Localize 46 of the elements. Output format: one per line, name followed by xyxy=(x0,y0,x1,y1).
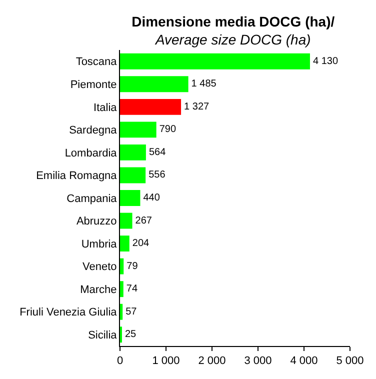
y-tick-label: Emilia Romagna xyxy=(36,170,118,182)
y-tick-label: Toscana xyxy=(76,56,118,68)
x-tick-label: 3 000 xyxy=(244,355,272,368)
data-label: 1 485 xyxy=(191,78,217,90)
y-tick-label: Sicilia xyxy=(88,329,118,342)
y-tick-label: Marche xyxy=(80,284,117,296)
y-tick-label: Campania xyxy=(66,192,118,205)
bar xyxy=(120,122,156,138)
bar xyxy=(120,98,182,115)
x-tick-label: 4 000 xyxy=(290,355,318,368)
y-tick-label: Sardegna xyxy=(69,124,118,137)
data-label: 4 130 xyxy=(312,56,338,67)
bar xyxy=(120,53,310,70)
data-label: 25 xyxy=(125,329,137,340)
data-label: 57 xyxy=(126,306,138,318)
data-label: 790 xyxy=(159,124,176,136)
y-tick-label: Umbria xyxy=(81,238,118,250)
chart-title: Dimensione media DOCG (ha)/ xyxy=(132,14,335,30)
data-label: 204 xyxy=(132,238,150,250)
data-label: 1 327 xyxy=(184,101,210,112)
data-label: 79 xyxy=(126,260,138,272)
bar xyxy=(120,304,123,320)
data-label: 74 xyxy=(126,284,138,295)
bar xyxy=(120,281,124,298)
y-tick-label: Piemonte xyxy=(70,79,117,91)
bar xyxy=(120,144,146,160)
x-tick-label: 2 000 xyxy=(198,355,226,368)
bar xyxy=(120,258,124,274)
x-tick-label: 1 000 xyxy=(152,355,180,368)
data-label: 440 xyxy=(143,192,160,204)
y-tick-label: Lombardia xyxy=(64,147,118,160)
data-label: 564 xyxy=(148,146,166,158)
y-tick-label: Veneto xyxy=(82,261,117,274)
y-tick-label: Italia xyxy=(94,102,118,114)
x-tick-label: 5 000 xyxy=(336,355,364,368)
y-tick-label: Friuli Venezia Giulia xyxy=(20,306,118,319)
data-label: 556 xyxy=(148,170,166,181)
y-tick-label: Abruzzo xyxy=(76,216,117,228)
bar xyxy=(120,236,130,252)
bar xyxy=(120,212,132,229)
bar xyxy=(120,167,146,184)
bar xyxy=(120,76,188,92)
x-tick-label: 0 xyxy=(116,355,124,368)
data-label: 267 xyxy=(135,215,152,226)
chart-subtitle: Average size DOCG (ha) xyxy=(154,32,311,48)
bar xyxy=(120,190,140,206)
